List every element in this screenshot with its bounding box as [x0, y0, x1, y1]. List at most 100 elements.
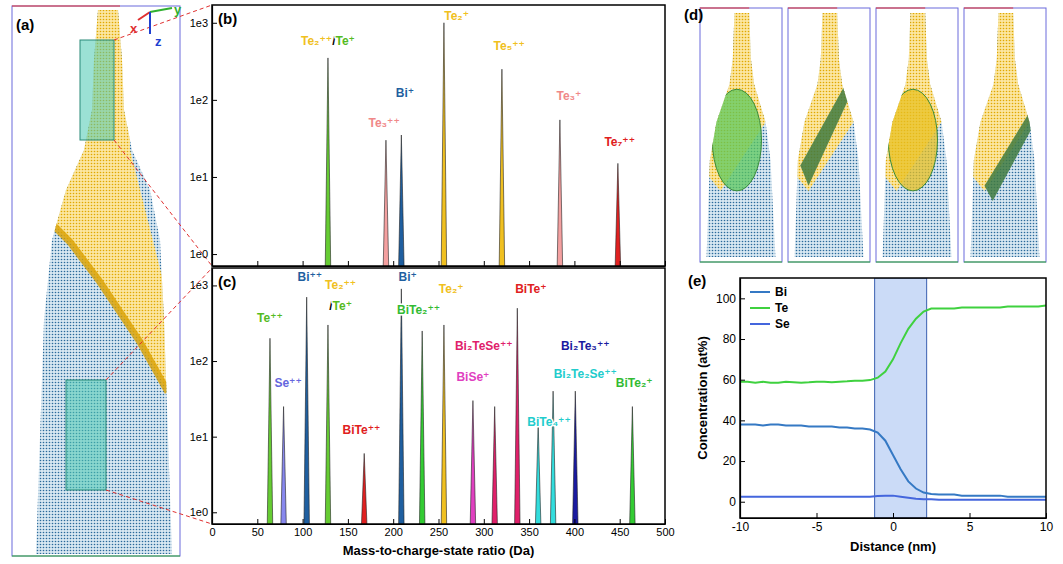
tick: 1e2 [190, 355, 217, 367]
tick: 350 [520, 519, 538, 538]
tick-mark [740, 461, 745, 462]
axis-letter: y [174, 2, 182, 17]
spectrum-panel: 1e01e11e21e3Te₂⁺⁺/Te⁺Te₃⁺⁺Bi⁺Te₂⁺Te₅⁺⁺Te… [190, 5, 666, 267]
plot-frame [212, 268, 665, 524]
peak [535, 423, 540, 524]
box-edge [876, 262, 958, 263]
specimen-top [876, 8, 958, 191]
tick: 1e1 [190, 171, 217, 183]
tick-mark [212, 254, 217, 255]
tick-mark [393, 519, 394, 524]
x-axis: -10-50510 [732, 513, 1054, 534]
plot-area [740, 278, 1046, 518]
peak-label: BiTe⁺⁺ [343, 423, 381, 437]
tick-label: 400 [566, 526, 584, 538]
tick-label: 100 [716, 292, 736, 306]
axis-arrow [149, 12, 151, 34]
peak [419, 331, 424, 524]
roi-cylinder [80, 40, 114, 140]
series-line [740, 496, 1046, 500]
tick: 50 [252, 519, 264, 538]
tick: -5 [812, 513, 823, 534]
y-axis: 1e0 1e1 1e2 1e3 [190, 269, 217, 525]
legend-swatch [750, 307, 770, 309]
tick-label: 500 [656, 526, 674, 538]
tick-mark [740, 502, 745, 503]
tick-label: 40 [723, 414, 737, 428]
tick: 400 [566, 519, 584, 538]
peak [325, 58, 330, 266]
peak-label-part: Te⁺ [335, 34, 354, 48]
tick-label: 100 [294, 526, 312, 538]
y-axis: 020406080100 [716, 279, 745, 519]
peak-label: Te₅⁺⁺ [494, 39, 525, 53]
panel-letter: (c) [218, 273, 236, 290]
peak-label: Bi⁺⁺ [298, 270, 323, 284]
tick-label: 1e1 [190, 171, 208, 183]
peak-label: BiSe⁺ [456, 370, 489, 384]
tick-label: 1e2 [190, 355, 208, 367]
peak-label: Bi₂TeSe⁺⁺ [455, 339, 513, 353]
peak-label: Bi⁺ [396, 86, 414, 100]
tick: 300 [475, 519, 493, 538]
tick: 40 [723, 414, 745, 428]
peak [515, 308, 520, 524]
reconstruction: xyz [12, 2, 212, 556]
tick: 0 [729, 495, 745, 509]
tick-mark [212, 512, 217, 513]
tick [665, 261, 666, 266]
legend-swatch [750, 323, 770, 325]
peak-label: BiTe₄⁺⁺ [527, 415, 571, 429]
tick-mark [303, 261, 304, 266]
tick-mark [817, 513, 818, 518]
tick-label: 1e1 [190, 431, 208, 443]
peak [399, 135, 404, 266]
tick: 10 [1040, 513, 1054, 534]
tick-label: 1e3 [190, 279, 208, 291]
y-axis-title: Concentration (at%) [695, 336, 710, 460]
connector [106, 268, 212, 380]
tick-mark [212, 437, 217, 438]
box-edge [788, 262, 870, 263]
tick-label: -10 [732, 520, 750, 534]
tick: 1e0 [190, 506, 217, 518]
tick-label: 60 [723, 373, 737, 387]
tick-label: 5 [967, 520, 974, 534]
y-axis-line [212, 6, 213, 267]
peak-label: BiTe₂⁺ [616, 376, 653, 390]
specimen-top [964, 8, 1046, 201]
tick-label: -5 [812, 520, 823, 534]
tick-mark [893, 513, 894, 518]
tick-mark [257, 519, 258, 524]
tick-mark [393, 261, 394, 266]
peak [492, 407, 497, 524]
tick-mark [665, 261, 666, 266]
bounding-box [964, 8, 1046, 262]
tick: 500 [656, 519, 674, 538]
peak-label: Se⁺⁺ [274, 376, 301, 390]
peak-label: Te₃⁺ [556, 89, 581, 103]
tick-mark [1046, 513, 1047, 518]
peak [470, 401, 475, 524]
tick [348, 261, 349, 266]
box-edge [964, 262, 1046, 263]
isosurface [800, 84, 852, 186]
tick-mark [740, 380, 745, 381]
te-layer [876, 8, 958, 191]
peak-label: Te₂⁺⁺/Te⁺ [301, 34, 355, 48]
highlight-band [875, 278, 927, 518]
x-axis-title: Mass-to-charge-state ratio (Da) [343, 543, 534, 558]
annotations: Te₂⁺⁺/Te⁺Te₃⁺⁺Bi⁺Te₂⁺Te₅⁺⁺Te₃⁺Te₇⁺⁺ [301, 9, 635, 150]
tick-label: 20 [723, 454, 737, 468]
legend-label: Bi [775, 285, 787, 299]
tick-mark [348, 519, 349, 524]
legend-label: Se [775, 317, 790, 331]
peak-label: Te₂⁺ [439, 282, 464, 296]
tick-mark [257, 261, 258, 266]
tick-mark [212, 100, 217, 101]
tick: 5 [967, 513, 974, 534]
specimen-top [788, 8, 870, 191]
peak [383, 140, 388, 266]
tick [393, 261, 394, 266]
panel-letter: (a) [16, 16, 34, 33]
